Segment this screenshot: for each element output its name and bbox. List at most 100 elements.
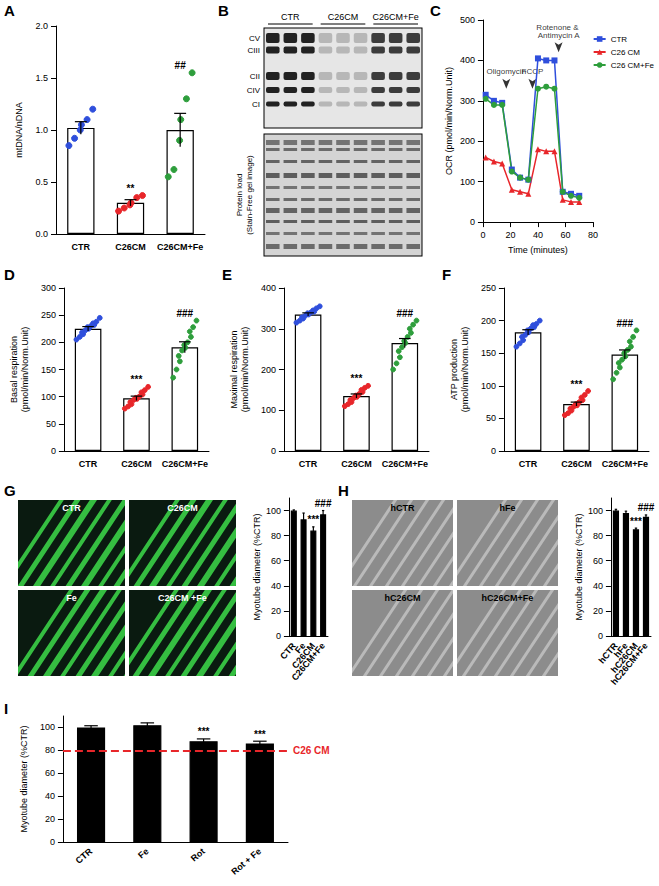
svg-text:Antimycin A: Antimycin A bbox=[538, 31, 580, 40]
svg-text:C26CM+Fe: C26CM+Fe bbox=[602, 459, 648, 469]
svg-text:Fe: Fe bbox=[136, 846, 150, 860]
svg-text:OCR (pmol/min/Norm.Unit): OCR (pmol/min/Norm.Unit) bbox=[444, 67, 454, 175]
svg-text:hC26CM: hC26CM bbox=[384, 593, 420, 603]
svg-text:C26CM +Fe: C26CM +Fe bbox=[158, 593, 207, 603]
svg-text:80: 80 bbox=[588, 230, 598, 240]
svg-text:0.5: 0.5 bbox=[35, 177, 48, 187]
svg-text:Basal respiration: Basal respiration bbox=[9, 336, 19, 403]
svg-text:###: ### bbox=[315, 498, 332, 509]
svg-text:mtDNA/nDNA: mtDNA/nDNA bbox=[14, 102, 24, 158]
svg-text:0: 0 bbox=[480, 230, 485, 240]
svg-text:2.0: 2.0 bbox=[35, 21, 48, 31]
svg-text:C26CM+Fe: C26CM+Fe bbox=[290, 641, 327, 683]
svg-text:***: *** bbox=[131, 374, 143, 385]
svg-text:60: 60 bbox=[593, 556, 603, 566]
svg-text:100: 100 bbox=[460, 177, 475, 187]
svg-text:0: 0 bbox=[491, 446, 496, 456]
svg-text:40: 40 bbox=[45, 791, 55, 801]
svg-text:###: ### bbox=[616, 318, 633, 329]
svg-text:0: 0 bbox=[276, 631, 281, 641]
svg-text:100: 100 bbox=[588, 506, 603, 516]
svg-text:CTR: CTR bbox=[74, 846, 95, 866]
svg-text:1.5: 1.5 bbox=[35, 73, 48, 83]
svg-text:Myotube diameter (%CTR): Myotube diameter (%CTR) bbox=[19, 725, 29, 832]
svg-text:(pmol/min/Norm.Unit): (pmol/min/Norm.Unit) bbox=[460, 327, 470, 413]
svg-text:100: 100 bbox=[41, 392, 56, 402]
svg-text:C26CM: C26CM bbox=[341, 459, 372, 469]
svg-text:400: 400 bbox=[460, 55, 475, 65]
svg-text:C26CM: C26CM bbox=[121, 459, 152, 469]
svg-text:C26 CM: C26 CM bbox=[611, 48, 641, 57]
svg-text:###: ### bbox=[396, 308, 413, 319]
svg-text:(pmol/min/Norm.Unit): (pmol/min/Norm.Unit) bbox=[20, 327, 30, 413]
svg-text:CTR: CTR bbox=[62, 503, 81, 513]
svg-text:100: 100 bbox=[40, 722, 55, 732]
svg-text:CII: CII bbox=[250, 72, 260, 81]
svg-text:60: 60 bbox=[45, 768, 55, 778]
svg-text:CTR: CTR bbox=[299, 459, 318, 469]
svg-text:300: 300 bbox=[460, 96, 475, 106]
svg-text:##: ## bbox=[175, 60, 187, 71]
svg-text:0: 0 bbox=[470, 217, 475, 227]
svg-text:150: 150 bbox=[41, 365, 56, 375]
svg-text:200: 200 bbox=[261, 365, 276, 375]
svg-text:20: 20 bbox=[505, 230, 515, 240]
svg-text:Oligomycin: Oligomycin bbox=[487, 67, 527, 76]
svg-text:***: *** bbox=[198, 726, 210, 737]
svg-text:60: 60 bbox=[271, 556, 281, 566]
svg-text:300: 300 bbox=[41, 283, 56, 293]
svg-text:C26 CM+Fe: C26 CM+Fe bbox=[611, 61, 655, 70]
svg-text:200: 200 bbox=[481, 316, 496, 326]
svg-text:**: ** bbox=[127, 183, 135, 194]
svg-text:Myotube diameter (%CTR): Myotube diameter (%CTR) bbox=[574, 513, 584, 620]
svg-text:C26CM: C26CM bbox=[561, 459, 592, 469]
svg-text:C26CM: C26CM bbox=[115, 242, 146, 252]
svg-text:C26CM+Fe: C26CM+Fe bbox=[162, 459, 208, 469]
svg-text:Myotube diameter (%CTR): Myotube diameter (%CTR) bbox=[252, 513, 262, 620]
svg-text:C26CM: C26CM bbox=[328, 12, 359, 22]
svg-text:Protein load(Stain-Free gel im: Protein load(Stain-Free gel image) bbox=[235, 155, 254, 235]
svg-text:hFe: hFe bbox=[499, 503, 515, 513]
svg-text:40: 40 bbox=[533, 230, 543, 240]
svg-text:80: 80 bbox=[271, 531, 281, 541]
svg-text:(pmol/min/Norm.Unit): (pmol/min/Norm.Unit) bbox=[240, 327, 250, 413]
svg-text:CIII: CIII bbox=[248, 46, 260, 55]
svg-text:0: 0 bbox=[271, 446, 276, 456]
svg-text:FCCP: FCCP bbox=[522, 67, 544, 76]
svg-text:CIV: CIV bbox=[247, 86, 261, 95]
svg-text:CTR: CTR bbox=[72, 242, 91, 252]
svg-text:60: 60 bbox=[560, 230, 570, 240]
svg-text:40: 40 bbox=[271, 581, 281, 591]
svg-text:***: *** bbox=[571, 379, 583, 390]
svg-text:0: 0 bbox=[598, 631, 603, 641]
svg-text:80: 80 bbox=[593, 531, 603, 541]
svg-text:1.0: 1.0 bbox=[35, 125, 48, 135]
svg-text:ATP production: ATP production bbox=[449, 339, 459, 400]
svg-text:20: 20 bbox=[593, 606, 603, 616]
svg-text:50: 50 bbox=[486, 413, 496, 423]
svg-text:80: 80 bbox=[45, 745, 55, 755]
svg-text:CTR: CTR bbox=[611, 35, 628, 44]
svg-text:***: *** bbox=[630, 516, 642, 527]
svg-text:***: *** bbox=[351, 373, 363, 384]
svg-text:CV: CV bbox=[249, 34, 261, 43]
svg-text:###: ### bbox=[176, 308, 193, 319]
svg-text:0: 0 bbox=[50, 837, 55, 847]
svg-text:40: 40 bbox=[593, 581, 603, 591]
svg-text:CTR: CTR bbox=[79, 459, 98, 469]
svg-text:100: 100 bbox=[481, 381, 496, 391]
svg-text:hC26CM+Fe: hC26CM+Fe bbox=[482, 593, 534, 603]
svg-text:Time (minutes): Time (minutes) bbox=[508, 245, 568, 255]
svg-text:500: 500 bbox=[460, 15, 475, 25]
svg-text:###: ### bbox=[638, 502, 655, 513]
svg-text:***: *** bbox=[307, 514, 319, 525]
svg-text:400: 400 bbox=[261, 283, 276, 293]
svg-text:200: 200 bbox=[41, 337, 56, 347]
svg-text:Rot: Rot bbox=[189, 846, 207, 863]
svg-text:hC26CM+Fe: hC26CM+Fe bbox=[609, 641, 650, 687]
svg-text:0.0: 0.0 bbox=[35, 229, 48, 239]
svg-text:CTR: CTR bbox=[281, 12, 300, 22]
svg-text:C26CM+Fe: C26CM+Fe bbox=[382, 459, 428, 469]
svg-text:***: *** bbox=[254, 729, 266, 740]
svg-text:50: 50 bbox=[46, 419, 56, 429]
